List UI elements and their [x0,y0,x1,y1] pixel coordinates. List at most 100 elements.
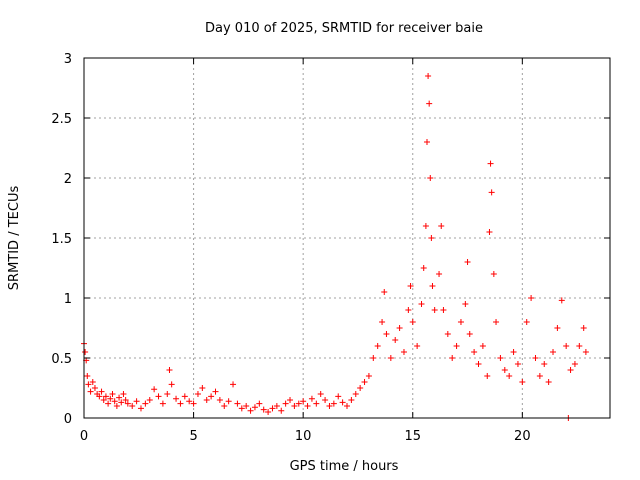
data-point [243,403,250,409]
data-point [308,395,315,402]
data-point [484,373,491,379]
data-point [84,373,91,379]
data-point [155,393,162,400]
data-point [536,373,543,379]
data-point [105,400,112,407]
data-point [423,139,430,145]
data-point [89,379,96,385]
data-point [357,385,364,391]
data-point [120,391,127,397]
data-point [181,393,188,400]
data-point [571,361,578,367]
data-point [567,367,574,373]
x-tick-label: 0 [80,429,88,444]
data-point [118,399,125,406]
data-point [159,400,166,407]
data-point [444,331,451,337]
y-tick-label: 2.5 [51,112,72,127]
data-point [212,388,219,395]
data-point [137,405,144,412]
plot-frame [83,57,611,419]
data-point [475,361,482,367]
data-point [471,349,478,355]
data-point [429,283,436,289]
data-point [425,73,432,79]
chart-title: Day 010 of 2025, SRMTID for receiver bai… [205,21,483,36]
data-point [256,400,263,407]
data-point [427,175,434,181]
data-point [576,343,583,349]
data-point [490,271,497,277]
data-point [418,301,425,307]
y-tick-label: 3 [64,52,72,67]
data-point [269,405,276,412]
data-point [361,379,368,385]
data-point [519,379,526,385]
y-axis-label: SRMTID / TECUs [7,186,22,291]
data-point [582,349,589,355]
data-point [387,355,394,361]
data-point [326,403,333,409]
data-point [260,406,267,413]
data-point [379,319,386,325]
data-point [133,398,140,405]
y-axis-ticks: 0 0.5 1 1.5 2 2.5 3 [51,52,610,427]
data-point [453,343,460,349]
data-point [365,373,372,379]
data-point [87,388,94,395]
data-point [194,391,201,397]
data-point [129,403,136,409]
data-point [109,391,116,397]
x-axis-ticks: 0 5 10 15 20 [80,58,531,444]
data-point [330,400,337,407]
data-point [199,385,206,391]
data-point [122,397,129,403]
data-point [291,403,298,409]
data-point [216,397,223,403]
data-point [510,349,517,355]
data-point [265,409,272,415]
data-point [247,407,254,414]
data-point [234,400,241,407]
data-point [383,331,390,337]
data-point [464,259,471,265]
data-point [168,381,175,388]
x-tick-label: 15 [404,429,421,444]
data-point [426,100,433,107]
data-point [462,301,469,307]
data-point [85,381,92,388]
data-point [317,391,324,397]
data-point [436,271,443,277]
data-point [273,403,280,409]
data-point [113,403,120,409]
data-point [428,235,435,241]
y-tick-label: 0.5 [51,352,72,367]
data-point [116,394,123,401]
data-point [479,343,486,349]
y-tick-label: 1.5 [51,232,72,247]
data-point [238,405,245,412]
data-point [381,289,388,295]
data-point [111,398,118,405]
data-point [190,400,197,407]
data-point [396,325,403,331]
data-point [414,343,421,349]
data-point [295,400,302,407]
x-tick-label: 5 [189,429,197,444]
data-point [392,337,399,343]
data-point [96,393,103,400]
data-point [438,223,445,229]
data-point [409,319,416,325]
data-point [177,400,184,407]
data-point [466,331,473,337]
data-point [102,393,109,400]
y-tick-label: 0 [64,412,72,427]
grid [84,58,610,418]
data-point [107,395,114,402]
data-point [208,393,215,400]
y-tick-label: 2 [64,172,72,187]
data-point [558,297,565,304]
data-point [335,393,342,400]
data-point [322,397,329,403]
data-point [514,361,521,367]
